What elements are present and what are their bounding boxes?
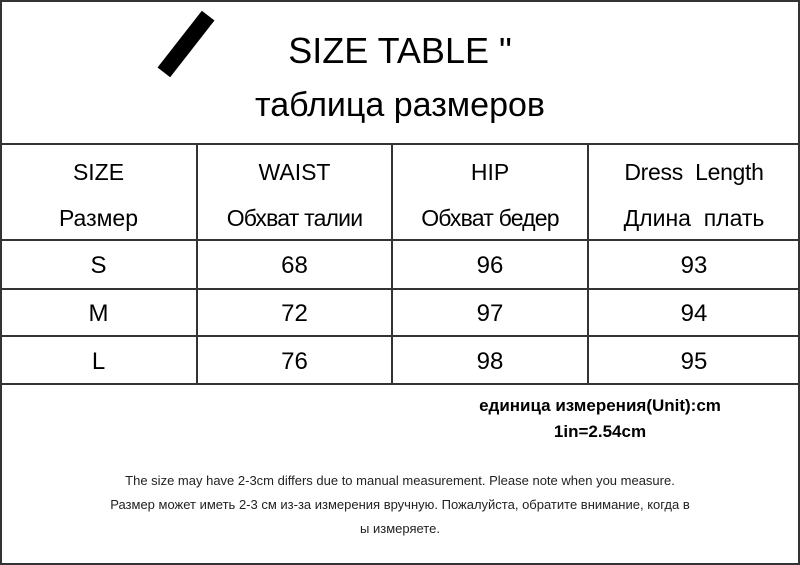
table-cell: 68 (281, 252, 308, 279)
table-cell: L (91, 348, 106, 375)
table-cell: 95 (680, 348, 708, 375)
title-russian: таблица размеров (255, 86, 545, 124)
table-cell: 72 (281, 300, 308, 327)
divider (0, 239, 800, 241)
divider (0, 383, 800, 385)
divider (391, 144, 393, 384)
title-english: SIZE TABLE " (288, 30, 512, 71)
header-waist-ru: Обхват талии (226, 205, 363, 231)
divider (0, 335, 800, 337)
header-size-ru: Размер (58, 205, 139, 231)
table-cell: M (88, 300, 109, 327)
header-length-ru: Длина плать (623, 205, 765, 231)
divider (196, 144, 198, 384)
note-russian-2: ы измеряете. (360, 521, 440, 536)
header-size-en: SIZE (72, 159, 125, 185)
divider (0, 143, 800, 145)
table-cell: 97 (476, 300, 504, 327)
table-cell: S (90, 252, 107, 279)
header-waist-en: WAIST (258, 159, 331, 185)
inch-conversion: 1in=2.54cm (553, 422, 647, 441)
table-cell: 98 (476, 348, 504, 375)
table-cell: 76 (281, 348, 308, 375)
header-hip-ru: Обхват бедер (421, 205, 559, 231)
table-cell: 93 (680, 252, 708, 279)
header-hip-en: HIP (470, 159, 510, 185)
divider (0, 288, 800, 290)
table-cell: 94 (680, 300, 708, 327)
table-cell: 96 (476, 252, 504, 279)
note-russian-1: Размер может иметь 2-3 см из-за измерени… (110, 497, 690, 512)
divider (587, 144, 589, 384)
unit-label: единица измерения(Unit):cm (479, 396, 721, 415)
header-length-en: Dress Length (624, 159, 764, 185)
note-english: The size may have 2-3cm differs due to m… (125, 473, 675, 488)
